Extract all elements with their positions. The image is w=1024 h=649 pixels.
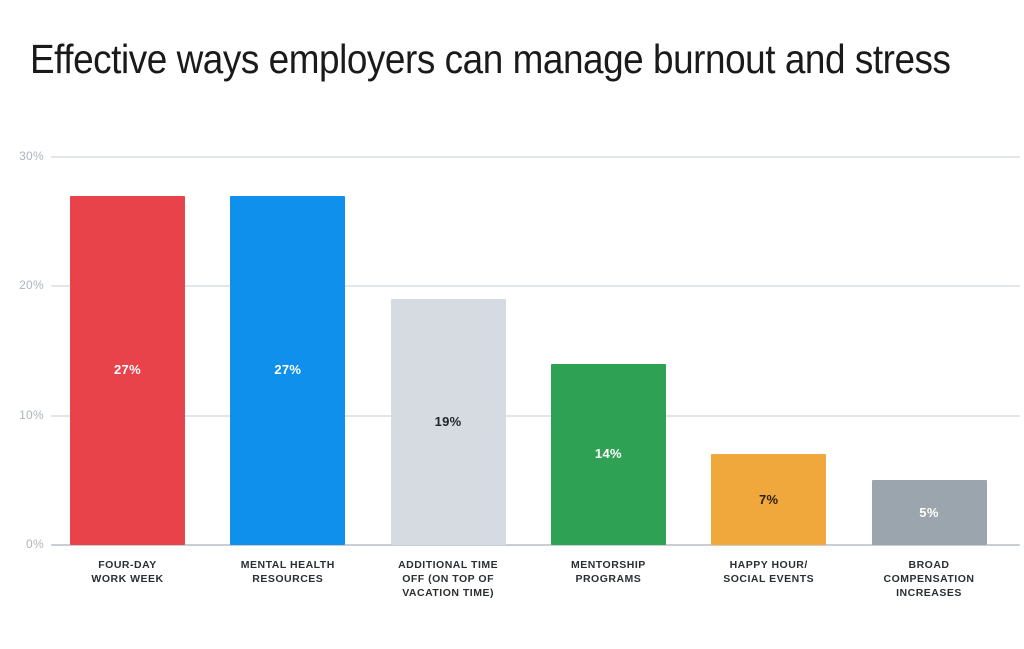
category-label-line: OFF (ON TOP OF [402, 573, 494, 585]
category-label-line: INCREASES [896, 587, 962, 599]
category-label-line: SOCIAL EVENTS [723, 573, 815, 585]
bar-value-label: 27% [274, 362, 302, 378]
category-label: BROAD COMPENSATION INCREASES [849, 558, 1009, 600]
bar: 7% [711, 454, 827, 545]
category-label-line: BROAD [908, 559, 950, 571]
category-label-line: FOUR-DAY [98, 559, 157, 571]
category-label: FOUR-DAY WORK WEEK [48, 558, 208, 586]
x-axis-line [51, 544, 1020, 546]
category-label-line: MENTORSHIP [570, 559, 646, 571]
gridline [51, 414, 1020, 417]
y-axis-tick-label: 20% [19, 278, 44, 293]
bar: 19% [390, 299, 506, 545]
bar: 5% [871, 480, 987, 545]
y-axis-tick-label: 0% [26, 537, 44, 551]
category-label-line: PROGRAMS [575, 573, 642, 585]
category-label: HAPPY HOUR/SOCIAL EVENTS [689, 558, 849, 586]
category-label-line: VACATION TIME) [402, 587, 494, 599]
y-axis-tick-label: 30% [19, 149, 44, 163]
bar: 27% [70, 195, 185, 545]
bar-value-label: 19% [434, 414, 462, 430]
bar-value-label: 5% [919, 504, 939, 520]
category-label-line: MENTAL HEALTH [240, 559, 335, 571]
bar-value-label: 7% [758, 491, 779, 507]
category-label-line: HAPPY HOUR/ [729, 559, 808, 571]
category-label: MENTORSHIP PROGRAMS [528, 558, 688, 586]
category-label-line: ADDITIONAL TIME [398, 559, 499, 571]
bar-value-label: 27% [114, 362, 141, 378]
bar: 27% [230, 195, 346, 545]
chart-title: Effective ways employers can manage burn… [30, 36, 951, 82]
category-label-line: RESOURCES [252, 573, 324, 585]
category-label-line: WORK WEEK [91, 573, 164, 585]
y-axis-tick-label: 10% [19, 407, 44, 422]
bar-value-label: 14% [594, 446, 622, 462]
gridline [51, 156, 1020, 158]
category-label-line: COMPENSATION [883, 573, 975, 585]
bar: 14% [550, 363, 666, 545]
gridline [51, 285, 1020, 288]
category-label: ADDITIONAL TIME OFF (ON TOP OF VACATION TI… [368, 558, 528, 600]
category-label: MENTAL HEALTH RESOURCES [208, 558, 368, 586]
